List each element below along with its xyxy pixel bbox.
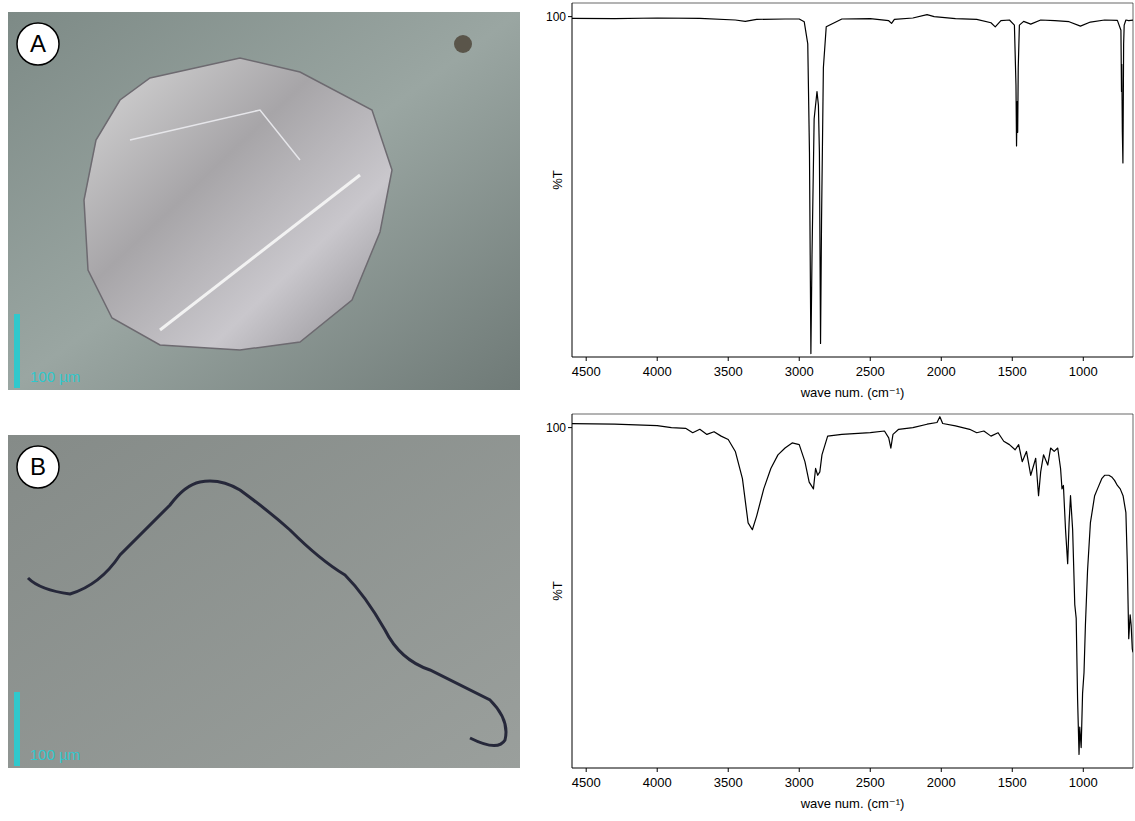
scale-bar-label: 100 µm xyxy=(30,746,80,763)
data-group xyxy=(572,15,1133,354)
frame-top xyxy=(572,3,1133,4)
panel-letter: B xyxy=(30,453,46,480)
x-tick xyxy=(728,768,729,772)
photo-background xyxy=(8,12,520,390)
x-tick-label: 3500 xyxy=(714,775,743,790)
fiber xyxy=(28,481,506,746)
frame-right xyxy=(1133,414,1134,768)
x-tick-label: 2500 xyxy=(856,364,885,379)
x-tick-label: 1500 xyxy=(998,364,1027,379)
x-axis-title: wave num. (cm⁻¹) xyxy=(800,796,905,811)
x-tick xyxy=(1012,768,1013,772)
x-tick xyxy=(941,357,942,361)
x-tick-label: 3000 xyxy=(785,775,814,790)
scale-bar xyxy=(14,314,20,388)
x-axis-line xyxy=(572,768,1133,769)
y-tick xyxy=(568,427,572,428)
y-axis-title: %T xyxy=(550,170,565,190)
frame-top xyxy=(572,414,1133,415)
micrograph: A 100 µm xyxy=(8,12,520,390)
x-axis-line xyxy=(572,357,1133,358)
x-tick xyxy=(1083,357,1084,361)
x-tick-label: 4500 xyxy=(572,775,601,790)
x-tick xyxy=(657,768,658,772)
x-tick xyxy=(799,768,800,772)
x-tick-label: 2500 xyxy=(856,775,885,790)
micrograph: B 100 µm xyxy=(8,435,520,768)
x-tick-label: 4000 xyxy=(643,775,672,790)
y-tick-label: 100 xyxy=(546,421,566,435)
spectrum-line xyxy=(572,15,1133,354)
x-tick-label: 3000 xyxy=(785,364,814,379)
particle-edge xyxy=(160,175,360,330)
x-tick xyxy=(1012,357,1013,361)
x-tick-label: 4000 xyxy=(643,364,672,379)
frame-right xyxy=(1133,3,1134,357)
scale-bar xyxy=(14,692,20,766)
x-tick-label: 2000 xyxy=(927,775,956,790)
panel-letter-circle xyxy=(17,23,59,65)
x-tick xyxy=(586,357,587,361)
spectrum-panel: 4500 4000 3500 3000 2500 2000 1500 1000 100 wave … xyxy=(546,414,1133,811)
photo-background xyxy=(8,435,520,768)
y-axis-title: %T xyxy=(550,581,565,601)
x-axis-title: wave num. (cm⁻¹) xyxy=(800,385,905,400)
y-axis-line xyxy=(572,414,573,768)
x-tick xyxy=(657,357,658,361)
x-tick-label: 4500 xyxy=(572,364,601,379)
x-tick-label: 1000 xyxy=(1069,775,1098,790)
x-tick xyxy=(941,768,942,772)
scale-bar-label: 100 µm xyxy=(30,368,80,385)
y-tick-label: 100 xyxy=(546,10,566,24)
data-group xyxy=(572,417,1133,755)
spectrum-line xyxy=(572,417,1133,755)
x-tick-label: 1000 xyxy=(1069,364,1098,379)
figure: A 100 µm 4500 4000 3500 3000 2500 2000 1500 1000 1… xyxy=(0,0,1135,821)
y-tick xyxy=(568,16,572,17)
x-tick-label: 3500 xyxy=(714,364,743,379)
x-tick xyxy=(1083,768,1084,772)
particle-glint xyxy=(130,110,300,160)
particle xyxy=(84,58,392,350)
x-tick xyxy=(728,357,729,361)
x-tick xyxy=(586,768,587,772)
debris xyxy=(454,35,472,53)
x-tick xyxy=(870,768,871,772)
y-axis-line xyxy=(572,3,573,357)
panel-letter: A xyxy=(30,30,46,57)
x-tick xyxy=(799,357,800,361)
x-tick xyxy=(870,357,871,361)
panel-letter-circle xyxy=(17,446,59,488)
spectrum-panel: 4500 4000 3500 3000 2500 2000 1500 1000 100 wave … xyxy=(546,3,1133,400)
x-tick-label: 2000 xyxy=(927,364,956,379)
x-tick-label: 1500 xyxy=(998,775,1027,790)
